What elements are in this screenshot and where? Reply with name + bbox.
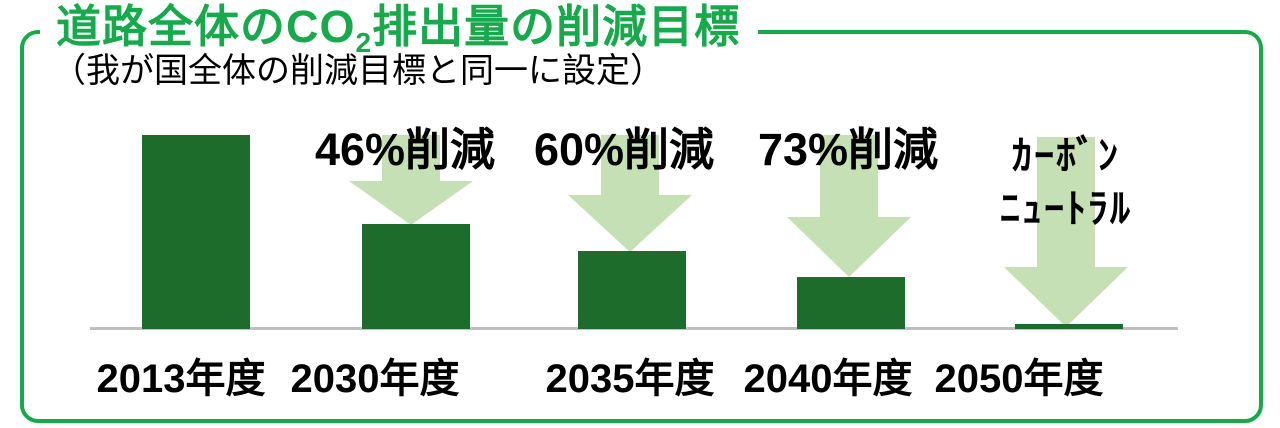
down-arrow-2050-icon — [1004, 137, 1128, 327]
x-axis-label-2030: 2030年度 — [290, 357, 460, 401]
down-arrow-2040-icon — [787, 135, 911, 277]
chart-title-suffix: 排出量の削減目標 — [372, 1, 741, 52]
chart-title-prefix: 道路全体のCO — [56, 1, 356, 52]
annotation-carbon-neutral-line1: ｶｰﾎﾞﾝ — [1012, 134, 1120, 178]
annotation-carbon-neutral: ｶｰﾎﾞﾝ ﾆｭｰﾄﾗﾙ — [1000, 130, 1132, 236]
annotation-reduction-2030: 46%削減 — [314, 124, 496, 175]
annotation-reduction-2040: 73%削減 — [757, 124, 939, 175]
down-arrow-2030-icon — [349, 135, 473, 225]
x-axis-label-2035: 2035年度 — [545, 357, 715, 401]
x-axis-label-2013: 2013年度 — [96, 357, 266, 401]
annotation-carbon-neutral-line2: ﾆｭｰﾄﾗﾙ — [1000, 186, 1132, 231]
bar-2050 — [1015, 324, 1123, 329]
bar-2035 — [578, 251, 686, 329]
chart-subtitle: （我が国全体の削減目標と同一に設定） — [52, 52, 664, 90]
down-arrow-2035-icon — [568, 135, 692, 252]
annotation-reduction-2035: 60%削減 — [533, 124, 715, 175]
bar-2030 — [362, 224, 470, 329]
chart-title-subscript: 2 — [355, 27, 373, 58]
bar-2040 — [797, 277, 905, 329]
x-axis-label-2050: 2050年度 — [934, 357, 1104, 401]
bar-2013 — [142, 135, 250, 329]
chart-title: 道路全体のCO2排出量の削減目標 — [40, 0, 759, 58]
x-axis-label-2040: 2040年度 — [743, 357, 913, 401]
